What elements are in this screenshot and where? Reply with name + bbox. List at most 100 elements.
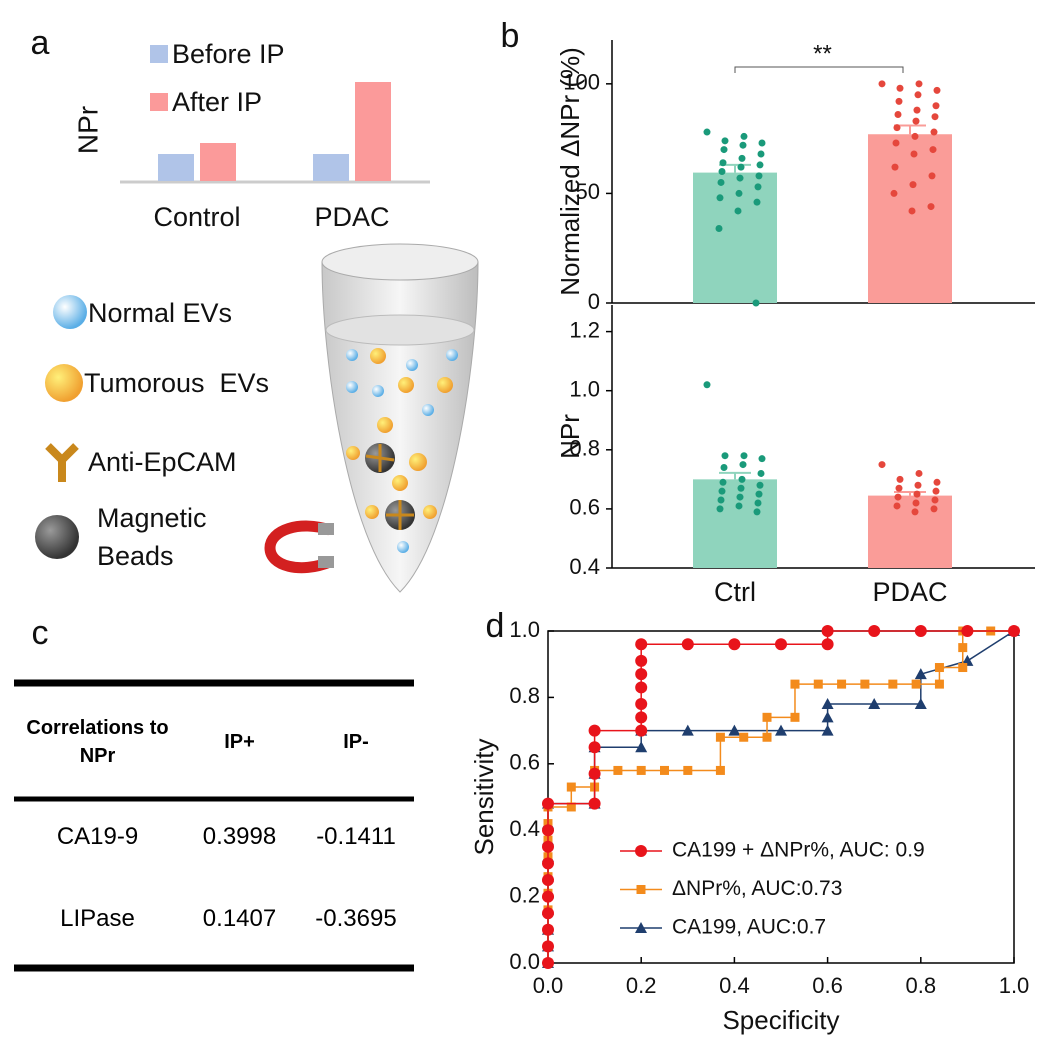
data-point: [896, 84, 904, 92]
header-cell: IP+: [224, 731, 255, 753]
ev: [409, 453, 427, 471]
marker: [762, 712, 772, 722]
y-axis-label: Normalized ΔNPr (%): [555, 47, 585, 296]
data-point: [915, 469, 923, 477]
data-point: [890, 189, 898, 197]
data-point: [927, 203, 935, 211]
data-point: [739, 141, 747, 149]
data-point: [703, 381, 711, 389]
marker: [868, 698, 881, 710]
marker: [821, 638, 834, 651]
marker: [860, 679, 870, 689]
marker: [934, 663, 944, 673]
marker: [588, 767, 601, 780]
ev: [365, 505, 379, 519]
marker: [888, 679, 898, 689]
data-point: [718, 487, 726, 495]
data-point: [721, 452, 729, 460]
marker: [635, 668, 648, 681]
data-point: [914, 481, 922, 489]
marker: [790, 712, 800, 722]
data-point: [910, 150, 918, 158]
marker: [588, 741, 601, 754]
data-point: [719, 478, 727, 486]
data-point: [893, 124, 901, 132]
y-tick-label: 50: [576, 179, 600, 204]
data-point: [930, 505, 938, 513]
legend-swatch: [150, 45, 168, 63]
x-tick-label: PDAC: [314, 202, 389, 232]
data-point: [931, 113, 939, 121]
data-point: [878, 461, 886, 469]
marker: [566, 802, 576, 812]
x-tick-label: PDAC: [872, 577, 947, 607]
data-point: [735, 502, 743, 510]
marker: [715, 732, 725, 742]
data-point: [891, 163, 899, 171]
data-point: [740, 452, 748, 460]
marker: [775, 638, 787, 651]
marker: [542, 824, 554, 837]
header-cell: Correlations to NPr: [26, 717, 169, 767]
cell: CA19-9: [56, 823, 139, 850]
marker: [813, 679, 823, 689]
ev: [346, 381, 358, 393]
ev: [437, 377, 453, 393]
marker: [961, 625, 974, 637]
diagram-art: [35, 243, 479, 593]
data-point: [930, 128, 938, 136]
icon-antibody: [45, 443, 79, 482]
marker: [739, 732, 749, 742]
roc-line: [547, 630, 1014, 963]
data-point: [717, 496, 725, 504]
marker: [635, 638, 648, 651]
x-tick-label: 1.0: [999, 973, 1030, 998]
marker: [542, 940, 554, 953]
panel-label: d: [486, 607, 505, 645]
plot-frame: [547, 630, 1015, 964]
data-point: [908, 207, 916, 215]
table-row: CA19-9 0.3998 -0.1411: [14, 796, 414, 878]
data-point: [895, 484, 903, 492]
marker: [821, 625, 834, 637]
ev: [370, 348, 386, 364]
data-point: [755, 172, 763, 180]
data-point: [909, 181, 917, 189]
y-axis-label: Sensitivity: [469, 738, 499, 855]
magnet-tip: [318, 556, 334, 568]
y-tick-label: 0.4: [509, 816, 540, 841]
diagram-label: Normal EVs: [88, 298, 233, 328]
marker: [588, 724, 601, 737]
y-tick-label: 0.4: [569, 554, 600, 579]
cell: -0.1411: [316, 823, 396, 850]
tube: [321, 261, 479, 593]
bar: [158, 154, 194, 181]
marker: [635, 711, 648, 724]
y-tick-label: 100: [563, 70, 600, 95]
marker: [821, 711, 834, 723]
ev: [372, 385, 384, 397]
x-tick-label: 0.6: [812, 973, 843, 998]
data-point: [896, 475, 904, 483]
panel-label: b: [501, 17, 520, 55]
bar: [868, 495, 952, 568]
y-tick-label: 1.0: [509, 617, 540, 642]
marker: [762, 732, 772, 742]
x-tick-label: Control: [153, 202, 240, 232]
y-tick-label: 0.6: [569, 495, 600, 520]
marker: [542, 874, 554, 886]
y-tick-label: 0.6: [509, 750, 540, 775]
data-point: [756, 481, 764, 489]
bar: [200, 143, 236, 181]
data-point: [736, 493, 744, 501]
ev: [377, 417, 393, 433]
marker: [566, 782, 576, 792]
bar: [868, 134, 952, 303]
marker: [821, 698, 834, 710]
data-point: [754, 499, 762, 507]
data-point: [752, 299, 760, 307]
bar: [355, 82, 391, 181]
legend-label: Before IP: [172, 39, 285, 69]
marker: [821, 724, 834, 736]
